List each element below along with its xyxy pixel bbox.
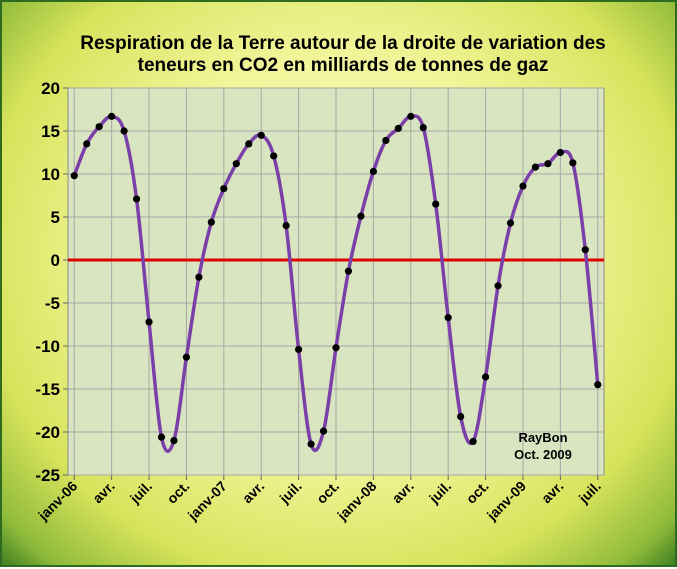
data-point	[120, 127, 128, 135]
x-tick-label: avr.	[389, 478, 417, 506]
data-point	[344, 267, 353, 275]
y-tick-label: -10	[35, 337, 60, 356]
x-tick-label: oct.	[463, 478, 492, 507]
y-tick-label: 5	[51, 208, 60, 227]
data-point	[594, 381, 602, 389]
data-point	[195, 273, 203, 281]
x-tick-label: janv-08	[333, 478, 379, 524]
data-point	[481, 373, 490, 381]
y-tick-label: -25	[35, 466, 60, 485]
data-point	[232, 160, 240, 168]
y-tick-label: -15	[35, 380, 60, 399]
x-tick-label: oct.	[164, 478, 193, 507]
data-point	[357, 212, 365, 220]
data-point	[419, 123, 427, 132]
data-point	[407, 112, 415, 120]
data-point	[519, 182, 527, 190]
data-point	[432, 200, 440, 208]
y-tick-label: 15	[41, 122, 60, 141]
data-point	[245, 140, 253, 148]
data-point	[108, 112, 116, 120]
x-tick-label: avr.	[89, 478, 117, 506]
y-tick-label: -20	[35, 423, 60, 442]
x-tick-label: janv-07	[184, 478, 230, 524]
data-point	[295, 345, 303, 354]
data-point	[282, 222, 290, 230]
data-point	[157, 433, 166, 441]
data-point	[95, 123, 103, 131]
data-point	[332, 344, 340, 352]
data-point	[270, 152, 278, 160]
y-axis-ticks: 20 15 10 5 0 -5 -10 -15 -20 -25	[35, 79, 68, 485]
signature-date: Oct. 2009	[514, 447, 572, 462]
data-point	[220, 185, 228, 193]
data-point	[457, 412, 465, 421]
data-point	[531, 163, 540, 171]
data-point	[83, 140, 91, 148]
signature-name: RayBon	[518, 430, 567, 445]
data-point	[132, 195, 141, 203]
y-tick-label: -5	[45, 294, 60, 313]
x-tick-label: avr.	[239, 478, 267, 506]
data-point	[469, 437, 477, 446]
data-point	[319, 427, 328, 435]
y-tick-label: 10	[41, 165, 60, 184]
y-tick-label: 0	[51, 251, 60, 270]
y-tick-label: 20	[41, 79, 60, 98]
x-axis-ticks: janv-06 avr. juil. oct.janv-07 avr. juil. oct.…	[34, 475, 604, 524]
data-point	[369, 167, 377, 176]
x-tick-label: janv-09	[483, 478, 529, 524]
data-point	[581, 246, 589, 254]
x-tick-label: juil.	[126, 478, 155, 507]
x-tick-label: juil.	[425, 478, 454, 507]
x-tick-label: juil.	[575, 478, 604, 507]
data-point	[70, 172, 78, 180]
data-point	[506, 219, 515, 227]
x-tick-label: oct.	[313, 478, 342, 507]
data-point	[556, 148, 564, 157]
chart-title-line-2: teneurs en CO2 en milliards de tonnes de…	[138, 55, 549, 76]
data-point	[394, 124, 402, 133]
data-point	[182, 353, 191, 361]
data-point	[307, 440, 315, 448]
data-point	[544, 160, 552, 168]
data-point	[444, 314, 452, 322]
data-point	[257, 131, 265, 139]
x-tick-label: avr.	[538, 478, 566, 506]
x-tick-label: juil.	[276, 478, 305, 507]
data-point	[145, 318, 153, 326]
data-point	[569, 159, 577, 167]
data-point	[170, 437, 178, 445]
data-point	[207, 218, 215, 226]
data-points	[70, 112, 602, 448]
data-point	[382, 136, 390, 145]
chart-title-line-1: Respiration de la Terre autour de la dro…	[80, 33, 605, 54]
data-point	[494, 282, 502, 290]
